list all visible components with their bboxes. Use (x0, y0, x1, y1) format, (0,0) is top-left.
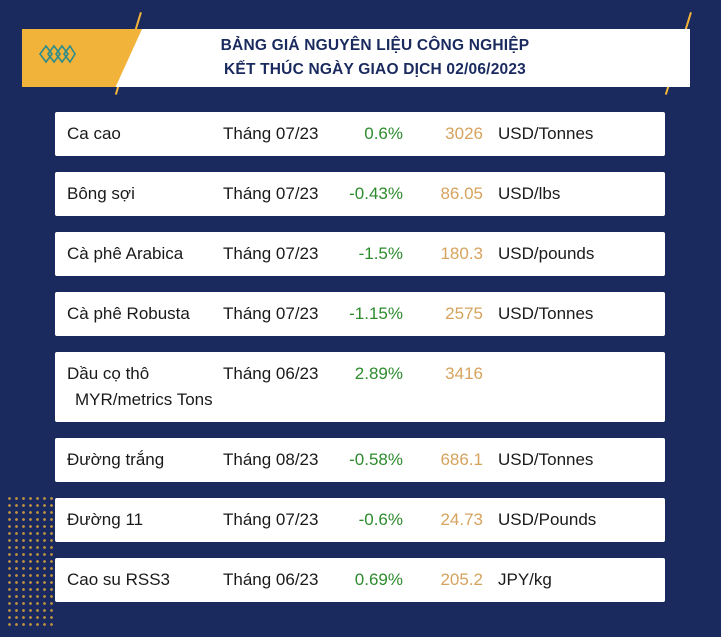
list-item: Cà phê Robusta Tháng 07/23 -1.15% 2575 U… (55, 292, 665, 336)
price-change: 0.69% (354, 570, 403, 589)
price-unit: MYR/metrics Tons (75, 390, 213, 409)
price-change: 0.6% (364, 124, 403, 143)
price-unit: USD/pounds (498, 244, 595, 263)
price-change: -0.58% (349, 450, 403, 469)
price-change: -1.15% (349, 304, 403, 323)
page-subtitle: KẾT THÚC NGÀY GIAO DỊCH 02/06/2023 (224, 61, 526, 78)
price-unit: USD/Pounds (498, 510, 597, 529)
price-change: -1.5% (358, 244, 403, 263)
commodity-name: Đường trắng (67, 450, 165, 469)
price-value: 3416 (445, 364, 483, 383)
price-unit: JPY/kg (498, 570, 552, 589)
price-unit: USD/lbs (498, 184, 561, 203)
price-unit: USD/Tonnes (498, 450, 594, 469)
commodity-price-list: Ca cao Tháng 07/23 0.6% 3026 USD/Tonnes … (55, 112, 665, 618)
price-value: 3026 (445, 124, 483, 143)
commodity-name: Đường 11 (67, 510, 144, 529)
contract-month: Tháng 06/23 (223, 364, 319, 383)
commodity-name: Bông sợi (67, 184, 135, 203)
price-change: -0.43% (349, 184, 403, 203)
list-item: Cà phê Arabica Tháng 07/23 -1.5% 180.3 U… (55, 232, 665, 276)
price-value: 180.3 (440, 244, 483, 263)
commodity-name: Cà phê Robusta (67, 304, 190, 323)
page-title: BẢNG GIÁ NGUYÊN LIỆU CÔNG NGHIỆP (220, 37, 530, 54)
price-value: 24.73 (440, 510, 483, 529)
contract-month: Tháng 07/23 (223, 184, 319, 203)
price-change: 2.89% (354, 364, 403, 383)
diamond-chain-logo-icon (39, 44, 76, 64)
list-item: Đường trắng Tháng 08/23 -0.58% 686.1 USD… (55, 438, 665, 482)
contract-month: Tháng 07/23 (223, 510, 319, 529)
list-item: Bông sợi Tháng 07/23 -0.43% 86.05 USD/lb… (55, 172, 665, 216)
commodity-name: Cao su RSS3 (67, 570, 170, 589)
price-unit: USD/Tonnes (498, 304, 594, 323)
price-value: 686.1 (440, 450, 483, 469)
list-item: Cao su RSS3 Tháng 06/23 0.69% 205.2 JPY/… (55, 558, 665, 602)
contract-month: Tháng 07/23 (223, 244, 319, 263)
list-item: Dầu cọ thô Tháng 06/23 2.89% 3416 MYR/me… (55, 352, 665, 422)
contract-month: Tháng 08/23 (223, 450, 319, 469)
price-unit: USD/Tonnes (498, 124, 594, 143)
price-value: 86.05 (440, 184, 483, 203)
list-item: Ca cao Tháng 07/23 0.6% 3026 USD/Tonnes (55, 112, 665, 156)
commodity-name: Dầu cọ thô (67, 364, 150, 383)
list-item: Đường 11 Tháng 07/23 -0.6% 24.73 USD/Pou… (55, 498, 665, 542)
decorative-dot-grid (6, 495, 56, 630)
contract-month: Tháng 07/23 (223, 304, 319, 323)
commodity-name: Cà phê Arabica (67, 244, 184, 263)
contract-month: Tháng 06/23 (223, 570, 319, 589)
commodity-name: Ca cao (67, 124, 121, 143)
price-value: 2575 (445, 304, 483, 323)
contract-month: Tháng 07/23 (223, 124, 319, 143)
price-change: -0.6% (358, 510, 403, 529)
price-value: 205.2 (440, 570, 483, 589)
